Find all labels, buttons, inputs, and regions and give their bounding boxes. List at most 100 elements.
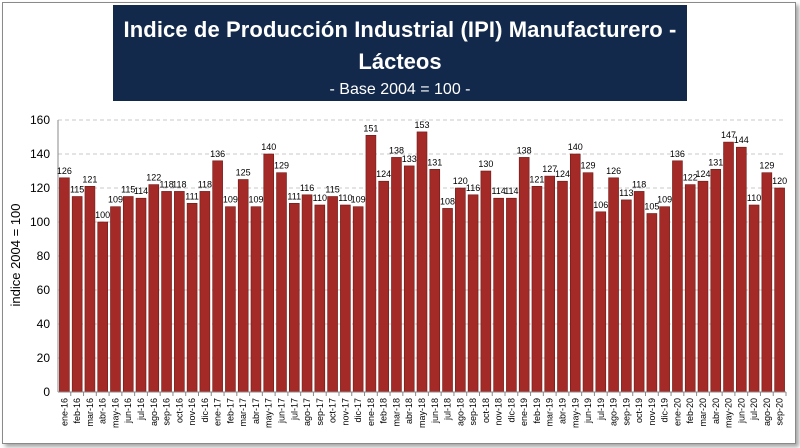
data-label: 122 bbox=[683, 173, 698, 183]
bar bbox=[161, 191, 172, 393]
data-label: 121 bbox=[82, 174, 97, 184]
data-label: 114 bbox=[491, 186, 505, 196]
x-tick-label: jul-16 bbox=[136, 398, 146, 421]
data-label: 109 bbox=[248, 195, 263, 205]
bar bbox=[352, 206, 364, 393]
data-label: 122 bbox=[146, 173, 161, 183]
x-tick-label: ene-19 bbox=[519, 398, 529, 426]
bar bbox=[391, 157, 402, 393]
bar bbox=[569, 153, 581, 393]
data-label: 115 bbox=[70, 185, 84, 195]
bar bbox=[212, 160, 223, 393]
data-label: 151 bbox=[363, 123, 378, 133]
x-tick-label: abr-17 bbox=[251, 398, 261, 424]
bar bbox=[506, 197, 517, 393]
x-tick-label: jun-16 bbox=[123, 398, 133, 424]
bar bbox=[416, 131, 428, 393]
data-label: 114 bbox=[134, 186, 148, 196]
x-tick-label: dic-16 bbox=[200, 398, 210, 423]
data-label: 105 bbox=[644, 202, 659, 212]
data-label: 124 bbox=[555, 169, 570, 179]
x-tick-label: abr-18 bbox=[404, 398, 414, 424]
data-label: 116 bbox=[300, 183, 314, 193]
x-tick-label: feb-18 bbox=[379, 398, 389, 424]
data-label: 100 bbox=[95, 210, 110, 220]
bar bbox=[429, 169, 441, 393]
x-tick-label: sep-16 bbox=[162, 398, 172, 426]
data-label: 136 bbox=[210, 149, 225, 159]
bar bbox=[378, 180, 389, 393]
data-label: 140 bbox=[568, 142, 583, 152]
data-label: 120 bbox=[772, 176, 787, 186]
x-tick-label: mar-20 bbox=[698, 398, 708, 427]
bar bbox=[135, 197, 147, 393]
data-label: 110 bbox=[338, 193, 352, 203]
bar bbox=[97, 221, 108, 393]
data-label: 118 bbox=[159, 179, 173, 189]
bar bbox=[761, 172, 773, 393]
title-box: Indice de Producción Industrial (IPI) Ma… bbox=[113, 5, 687, 101]
data-label: 114 bbox=[504, 186, 518, 196]
x-tick-label: mar-19 bbox=[545, 398, 555, 427]
data-label: 136 bbox=[670, 149, 685, 159]
x-tick-label: jun-17 bbox=[277, 398, 287, 424]
chart-title: Indice de Producción Industrial (IPI) Ma… bbox=[123, 17, 677, 42]
x-tick-label: ago-18 bbox=[455, 398, 465, 426]
bar bbox=[122, 196, 134, 393]
data-label: 110 bbox=[747, 193, 761, 203]
data-label: 109 bbox=[657, 195, 672, 205]
data-label: 129 bbox=[274, 161, 289, 171]
bar bbox=[314, 204, 326, 393]
y-tick-label: 0 bbox=[43, 385, 50, 399]
bar bbox=[723, 141, 734, 393]
x-tick-label: sep-20 bbox=[775, 398, 785, 426]
bar bbox=[748, 204, 760, 393]
data-label: 106 bbox=[593, 200, 608, 210]
bar bbox=[276, 172, 287, 393]
data-label: 120 bbox=[453, 176, 468, 186]
data-label: 131 bbox=[708, 157, 723, 167]
x-tick-label: oct-18 bbox=[481, 398, 491, 423]
data-label: 109 bbox=[351, 195, 366, 205]
data-label: 153 bbox=[414, 120, 429, 130]
x-tick-label: nov-19 bbox=[647, 398, 657, 426]
bar bbox=[225, 206, 236, 393]
bar bbox=[557, 180, 568, 393]
data-label: 118 bbox=[172, 179, 186, 189]
bar bbox=[672, 160, 683, 393]
x-tick-label: dic-18 bbox=[506, 398, 516, 423]
bar bbox=[659, 206, 670, 393]
data-label: 121 bbox=[529, 174, 544, 184]
bar bbox=[442, 208, 453, 393]
chart-title-line2: Lácteos bbox=[358, 49, 442, 74]
x-tick-label: may-16 bbox=[110, 398, 120, 428]
x-tick-label: ago-17 bbox=[302, 398, 312, 426]
bar bbox=[697, 180, 709, 393]
x-tick-label: abr-19 bbox=[557, 398, 567, 424]
data-label: 124 bbox=[376, 169, 391, 179]
bar bbox=[774, 187, 785, 393]
bar bbox=[263, 153, 275, 393]
x-tick-label: ago-20 bbox=[762, 398, 772, 426]
x-tick-label: jul-20 bbox=[749, 398, 759, 421]
x-tick-label: sep-17 bbox=[315, 398, 325, 426]
bar bbox=[327, 196, 338, 393]
data-label: 108 bbox=[440, 196, 455, 206]
bar bbox=[455, 187, 466, 393]
chart-subtitle: - Base 2004 = 100 - bbox=[329, 81, 471, 98]
x-tick-label: abr-20 bbox=[711, 398, 721, 424]
y-tick-label: 100 bbox=[30, 215, 50, 229]
x-tick-label: sep-19 bbox=[621, 398, 631, 426]
x-tick-label: feb-19 bbox=[532, 398, 542, 424]
bar bbox=[301, 194, 313, 393]
data-label: 130 bbox=[478, 159, 493, 169]
data-label: 126 bbox=[57, 166, 72, 176]
x-tick-label: ene-17 bbox=[213, 398, 223, 426]
data-label: 138 bbox=[389, 145, 404, 155]
x-tick-label: mar-16 bbox=[85, 398, 95, 427]
bar bbox=[684, 184, 696, 393]
bar bbox=[646, 213, 658, 393]
y-tick-label: 20 bbox=[37, 351, 51, 365]
bars bbox=[59, 131, 785, 393]
